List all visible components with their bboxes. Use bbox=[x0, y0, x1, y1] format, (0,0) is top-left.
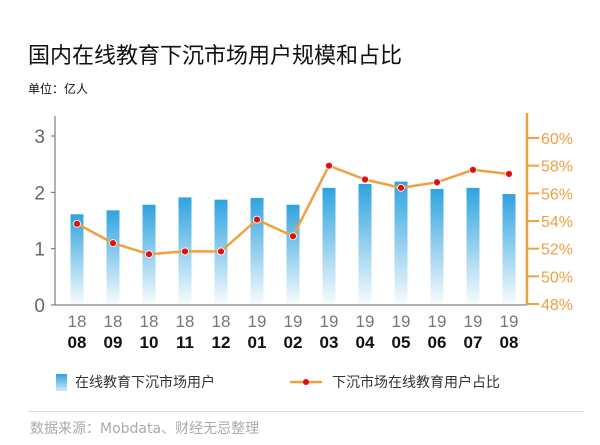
bar bbox=[70, 214, 84, 305]
line-point bbox=[181, 247, 189, 256]
line-point bbox=[217, 247, 225, 256]
x-tick-year: 18 bbox=[68, 312, 87, 331]
x-tick-month: 09 bbox=[104, 333, 123, 352]
x-tick-year: 19 bbox=[284, 312, 303, 331]
x-tick-month: 07 bbox=[464, 333, 483, 352]
bar bbox=[250, 197, 264, 305]
x-tick-month: 11 bbox=[176, 333, 194, 352]
x-tick-year: 19 bbox=[356, 312, 375, 331]
x-tick-month: 08 bbox=[500, 333, 519, 352]
bar bbox=[358, 183, 372, 305]
bar bbox=[322, 187, 336, 305]
bar bbox=[430, 188, 444, 305]
bar bbox=[106, 210, 120, 305]
line-point bbox=[325, 161, 333, 170]
line-point bbox=[433, 178, 441, 187]
x-tick-month: 06 bbox=[428, 333, 447, 352]
bar bbox=[286, 204, 300, 305]
x-tick-year: 18 bbox=[176, 312, 195, 331]
line-point bbox=[289, 232, 297, 241]
left-tick-label: 0 bbox=[34, 296, 45, 317]
x-tick-year: 18 bbox=[212, 312, 231, 331]
bar bbox=[466, 187, 480, 305]
bar bbox=[502, 194, 516, 305]
x-tick-month: 12 bbox=[212, 333, 231, 352]
line-point bbox=[361, 175, 369, 184]
right-tick-label: 54% bbox=[541, 214, 573, 231]
line-point bbox=[73, 219, 81, 228]
left-tick-label: 2 bbox=[34, 183, 45, 204]
x-tick-year: 18 bbox=[140, 312, 159, 331]
left-tick-label: 3 bbox=[34, 127, 45, 148]
right-tick-label: 56% bbox=[541, 186, 573, 203]
legend-bar-swatch bbox=[56, 373, 67, 391]
chart-title: 国内在线教育下沉市场用户规模和占比 bbox=[28, 44, 403, 69]
x-tick-month: 05 bbox=[392, 333, 411, 352]
unit-label: 单位：亿人 bbox=[28, 82, 89, 96]
right-tick-label: 48% bbox=[541, 297, 573, 314]
line-point bbox=[505, 170, 513, 178]
line-point bbox=[397, 183, 405, 192]
x-tick-month: 01 bbox=[248, 333, 267, 352]
line-point bbox=[109, 239, 117, 248]
x-tick-month: 02 bbox=[284, 333, 303, 352]
legend-line-label: 下沉市场在线教育用户占比 bbox=[332, 375, 500, 391]
x-tick-month: 08 bbox=[68, 333, 87, 352]
divider bbox=[28, 411, 584, 412]
legend-bar-label: 在线教育下沉市场用户 bbox=[75, 375, 215, 391]
right-tick-label: 58% bbox=[541, 159, 573, 176]
x-tick-year: 19 bbox=[500, 312, 519, 331]
x-tick-year: 18 bbox=[104, 312, 123, 331]
x-tick-year: 19 bbox=[248, 312, 267, 331]
line-point bbox=[253, 215, 261, 224]
x-tick-month: 10 bbox=[140, 333, 159, 352]
left-tick-label: 1 bbox=[34, 240, 45, 261]
x-tick-year: 19 bbox=[464, 312, 483, 331]
right-tick-label: 50% bbox=[541, 269, 573, 286]
legend-line-swatch bbox=[290, 379, 322, 385]
x-tick-month: 04 bbox=[356, 333, 375, 352]
line-point bbox=[145, 250, 153, 259]
legend-bar: 在线教育下沉市场用户 bbox=[56, 372, 215, 392]
x-tick-year: 19 bbox=[392, 312, 411, 331]
bar bbox=[394, 181, 408, 305]
line-point bbox=[469, 165, 477, 174]
source-note: 数据来源：Mobdata、财经无忌整理 bbox=[30, 421, 260, 437]
right-tick-label: 60% bbox=[541, 131, 573, 148]
x-tick-year: 19 bbox=[428, 312, 447, 331]
x-tick-month: 03 bbox=[320, 333, 339, 352]
legend-line: 下沉市场在线教育用户占比 bbox=[290, 372, 500, 392]
x-tick-year: 19 bbox=[320, 312, 339, 331]
right-tick-label: 52% bbox=[541, 242, 573, 259]
